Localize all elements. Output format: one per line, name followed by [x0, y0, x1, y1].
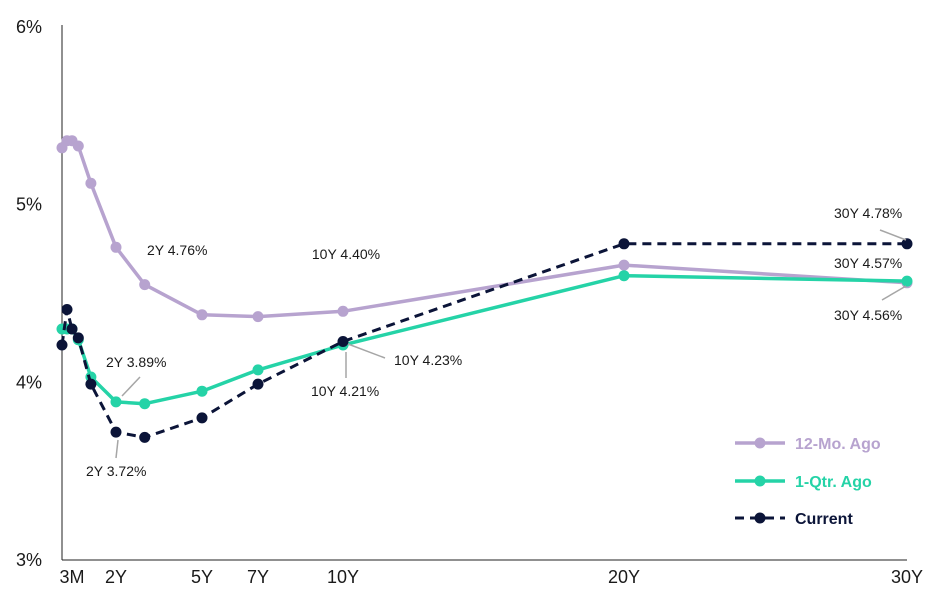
- annotation-label: 10Y 4.23%: [394, 352, 462, 368]
- y-axis-ticks: 3% 4% 5% 6%: [16, 17, 42, 570]
- series-1-qtr-ago: [56, 270, 913, 410]
- data-point: [56, 339, 68, 351]
- annotation: 10Y 4.21%: [311, 352, 379, 399]
- series-12-mo-ago: [56, 135, 913, 323]
- data-point: [252, 378, 264, 390]
- y-tick-label: 5%: [16, 195, 42, 215]
- data-point: [196, 412, 208, 424]
- data-point: [196, 385, 208, 397]
- x-tick-label: 3M: [59, 567, 84, 587]
- data-point: [139, 431, 151, 443]
- data-point: [85, 177, 97, 189]
- data-point: [72, 332, 84, 344]
- y-tick-label: 4%: [16, 372, 42, 392]
- legend-item-1-qtr-ago: 1-Qtr. Ago: [735, 474, 872, 491]
- data-point: [337, 305, 349, 317]
- annotation: 30Y 4.57%: [834, 255, 902, 271]
- data-point: [901, 238, 913, 250]
- data-point: [618, 270, 630, 282]
- data-point: [110, 426, 122, 438]
- chart-axes: [61, 25, 907, 561]
- data-point: [252, 311, 264, 323]
- x-tick-label: 5Y: [191, 567, 213, 587]
- annotation-label: 30Y 4.78%: [834, 205, 902, 221]
- annotation: 2Y 3.72%: [86, 439, 146, 479]
- x-tick-label: 2Y: [105, 567, 127, 587]
- legend: 12-Mo. Ago 1-Qtr. Ago Current: [735, 436, 881, 528]
- data-point: [110, 241, 122, 253]
- data-point: [337, 336, 349, 347]
- annotation: 10Y 4.23%: [347, 343, 462, 368]
- annotation-label: 2Y 3.72%: [86, 463, 146, 479]
- series-layer: [56, 135, 913, 443]
- annotation-leader-line: [121, 376, 141, 397]
- series-line: [60, 242, 907, 439]
- annotation-label: 30Y 4.56%: [834, 307, 902, 323]
- data-point: [196, 309, 208, 321]
- data-point: [139, 279, 151, 291]
- annotation-label: 2Y 4.76%: [147, 242, 207, 258]
- x-tick-label: 30Y: [891, 567, 923, 587]
- legend-item-current: Current: [735, 511, 853, 528]
- legend-label: Current: [795, 511, 853, 528]
- legend-swatch-marker: [754, 475, 766, 487]
- data-point: [901, 275, 913, 287]
- data-point: [72, 140, 84, 152]
- legend-item-12-mo-ago: 12-Mo. Ago: [735, 436, 881, 453]
- annotation-leader-line: [879, 229, 907, 241]
- x-tick-label: 10Y: [327, 567, 359, 587]
- legend-swatch-marker: [754, 437, 766, 449]
- annotation: 2Y 3.89%: [106, 354, 166, 397]
- x-tick-label: 20Y: [608, 567, 640, 587]
- data-point: [618, 259, 630, 271]
- annotation-leader-line: [115, 439, 119, 459]
- annotation-label: 2Y 3.89%: [106, 354, 166, 370]
- series-line: [60, 138, 908, 319]
- data-point: [252, 364, 264, 376]
- data-point: [618, 238, 630, 250]
- x-tick-label: 7Y: [247, 567, 269, 587]
- annotation-leader-line: [347, 343, 386, 359]
- y-tick-label: 6%: [16, 17, 42, 37]
- data-point: [61, 304, 73, 315]
- annotation-label: 10Y 4.21%: [311, 383, 379, 399]
- data-point: [66, 323, 78, 335]
- data-point: [110, 396, 122, 408]
- data-point: [139, 398, 151, 410]
- legend-label: 12-Mo. Ago: [795, 436, 881, 453]
- annotation: 2Y 4.76%: [147, 242, 207, 258]
- legend-label: 1-Qtr. Ago: [795, 474, 872, 491]
- series-current: [56, 238, 913, 443]
- annotation-label: 30Y 4.57%: [834, 255, 902, 271]
- annotation: 30Y 4.56%: [834, 285, 907, 323]
- y-tick-label: 3%: [16, 550, 42, 570]
- annotation: 30Y 4.78%: [834, 205, 907, 241]
- x-axis-ticks: 3M 2Y 5Y 7Y 10Y 20Y 30Y: [59, 567, 923, 587]
- data-point: [85, 378, 97, 390]
- annotation-layer: 2Y 4.76% 10Y 4.40% 2Y 3.89% 2Y 3.72% 10Y 4.2…: [86, 205, 907, 479]
- series-line: [62, 273, 908, 406]
- legend-swatch-marker: [754, 512, 766, 524]
- annotation-label: 10Y 4.40%: [312, 246, 380, 262]
- annotation: 10Y 4.40%: [312, 246, 380, 262]
- annotation-leader-line: [881, 285, 907, 301]
